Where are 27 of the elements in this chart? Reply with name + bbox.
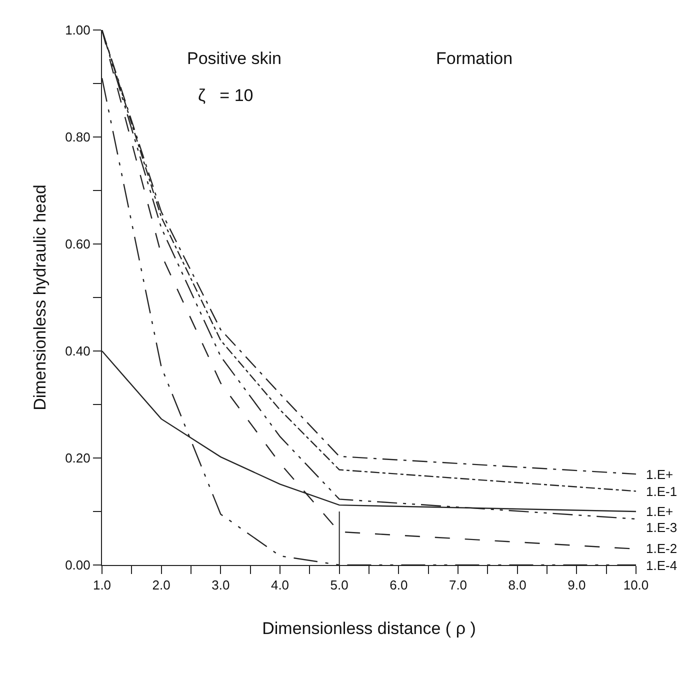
x-tick-label: 7.0 <box>448 578 468 593</box>
y-tick-label: 0.60 <box>65 236 90 252</box>
x-tick-label: 10.0 <box>623 578 649 593</box>
series-label: 1.E+ <box>646 467 674 482</box>
x-axis-title: Dimensionless distance ( ρ ) <box>262 619 476 638</box>
y-tick-label: 0.00 <box>65 558 90 573</box>
series-label: 1.E+ <box>646 504 674 519</box>
annotation: Formation <box>436 49 513 68</box>
series-label: 1.E-3 <box>646 520 678 535</box>
x-tick-label: 5.0 <box>330 578 348 593</box>
y-tick-label: 0.40 <box>65 344 90 359</box>
x-tick-label: 1.0 <box>92 578 112 593</box>
x-tick-label: 2.0 <box>152 578 170 593</box>
annotation: ζ = 10 <box>198 86 254 105</box>
y-axis-title: Dimensionless hydraulic head <box>30 184 50 410</box>
x-tick-label: 4.0 <box>270 578 290 593</box>
series-label: 1.E-1 <box>646 484 678 499</box>
y-tick-label: 1.00 <box>65 22 90 38</box>
series-label: 1.E-2 <box>646 541 678 556</box>
x-tick-label: 8.0 <box>508 578 526 593</box>
annotation: Positive skin <box>187 49 282 68</box>
y-tick-label: 0.20 <box>65 450 90 466</box>
x-tick-label: 6.0 <box>390 578 408 593</box>
x-tick-label: 9.0 <box>568 578 586 593</box>
y-tick-label: 0.80 <box>65 130 90 145</box>
series-label: 1.E-4 <box>646 558 678 573</box>
x-tick-label: 3.0 <box>212 578 230 593</box>
